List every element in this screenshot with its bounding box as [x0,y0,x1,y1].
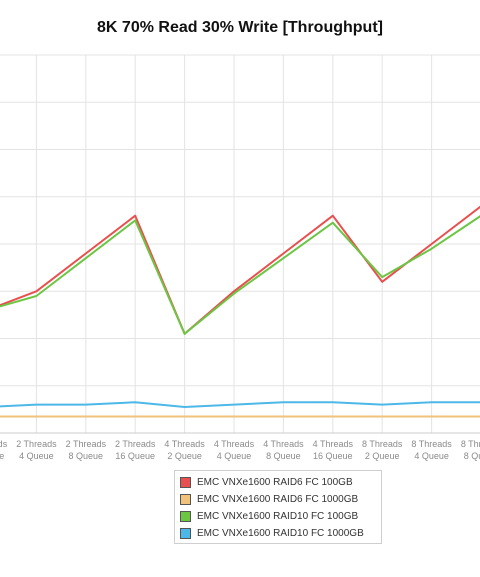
legend-item[interactable]: EMC VNXe1600 RAID6 FC 1000GB [180,491,381,508]
grid-lines [0,54,480,434]
x-tick-label: 2 Queue [0,451,4,461]
x-tick-label: 4 Threads [313,439,354,449]
x-tick-label: 4 Threads [214,439,255,449]
legend-item[interactable]: EMC VNXe1600 RAID10 FC 1000GB [180,525,381,542]
x-tick-label: 16 Queue [115,451,155,461]
series-line [0,215,480,335]
x-tick-label: 2 Threads [66,439,107,449]
x-tick-label: 2 Queue [167,451,202,461]
series-lines [0,205,480,418]
legend-label: EMC VNXe1600 RAID10 FC 1000GB [197,528,364,539]
x-tick-label: 8 Queue [69,451,104,461]
legend-label: EMC VNXe1600 RAID10 FC 100GB [197,511,359,522]
series-line [0,205,480,335]
legend-swatch [180,528,191,539]
x-tick-label: 8 Queue [464,451,480,461]
legend-item[interactable]: EMC VNXe1600 RAID10 FC 100GB [180,508,381,525]
x-tick-label: 4 Threads [263,439,304,449]
chart-title: 8K 70% Read 30% Write [Throughput] [97,19,383,36]
x-tick-label: 4 Queue [414,451,449,461]
x-axis-tick-labels: 2 Threads 2 Queue 2 Threads 4 Queue 2 Thread… [0,439,480,461]
x-tick-label: 16 Queue [313,451,353,461]
series-line [0,401,480,408]
legend-swatch [180,477,191,488]
x-tick-label: 8 Queue [266,451,301,461]
legend-item[interactable]: EMC VNXe1600 RAID6 FC 100GB [180,474,381,491]
x-tick-label: 4 Queue [217,451,252,461]
legend-label: EMC VNXe1600 RAID6 FC 100GB [197,477,353,488]
legend-swatch [180,494,191,505]
x-tick-label: 4 Threads [164,439,205,449]
x-tick-label: 2 Queue [365,451,400,461]
x-tick-label: 4 Queue [19,451,54,461]
legend: EMC VNXe1600 RAID6 FC 100GB EMC VNXe1600 … [174,470,382,544]
x-tick-label: 2 Threads [16,439,57,449]
legend-label: EMC VNXe1600 RAID6 FC 1000GB [197,494,359,505]
x-tick-label: 2 Threads [0,439,8,449]
x-tick-label: 2 Threads [115,439,156,449]
x-tick-label: 8 Threads [461,439,480,449]
x-tick-label: 8 Threads [362,439,403,449]
legend-swatch [180,511,191,522]
x-tick-label: 8 Threads [411,439,452,449]
